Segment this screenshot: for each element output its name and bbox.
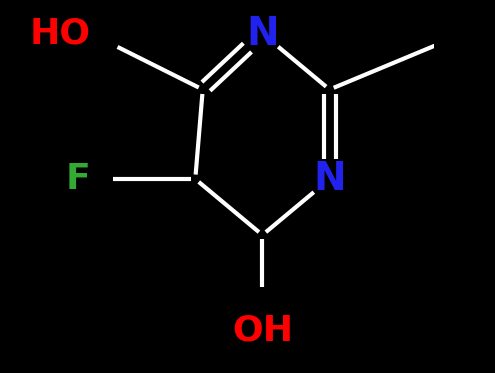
Text: OH: OH	[232, 313, 293, 347]
Text: N: N	[246, 15, 279, 53]
Text: N: N	[313, 160, 346, 198]
Text: HO: HO	[30, 16, 91, 51]
Text: F: F	[66, 162, 91, 196]
